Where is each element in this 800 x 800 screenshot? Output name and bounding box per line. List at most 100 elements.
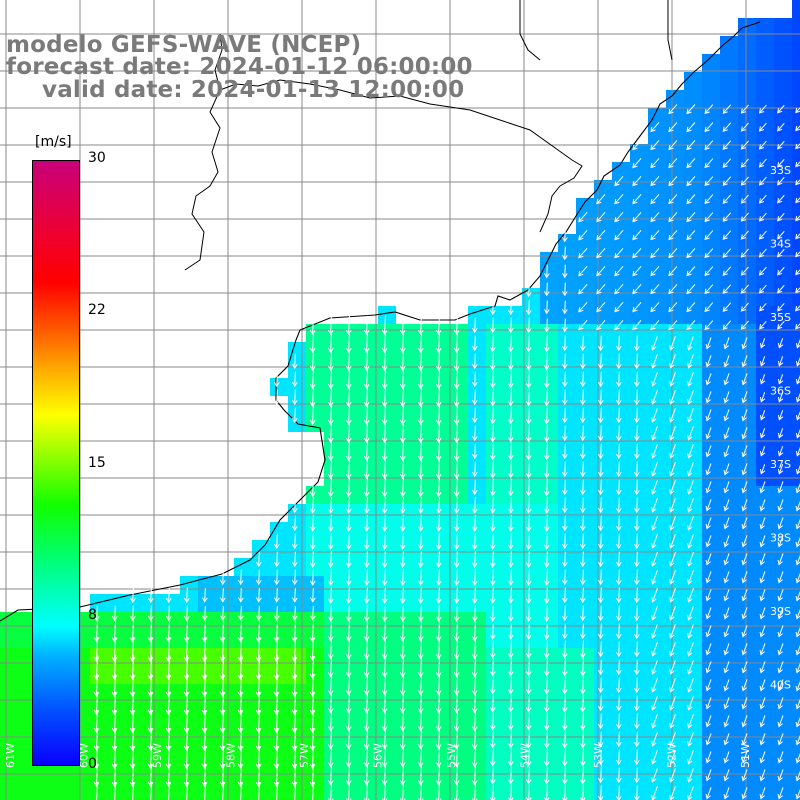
wind-vector-arrow	[722, 248, 732, 258]
wind-vector-arrow	[795, 482, 800, 494]
wind-vector-arrow	[598, 767, 604, 784]
wind-vector-arrow	[363, 657, 370, 678]
wind-vector-arrow	[345, 369, 352, 390]
wind-vector-arrow	[616, 677, 622, 694]
wind-vector-arrow	[741, 391, 748, 404]
latitude-label: 37S	[770, 458, 791, 471]
wind-vector-arrow	[795, 644, 800, 656]
wind-vector-arrow	[632, 302, 642, 313]
wind-vector-arrow	[723, 445, 730, 458]
wind-vector-arrow	[759, 302, 767, 312]
wind-vector-arrow	[435, 621, 442, 642]
wind-vector-arrow	[562, 551, 568, 568]
wind-vector-arrow	[183, 654, 190, 681]
wind-vector-arrow	[598, 479, 604, 496]
wind-vector-arrow	[219, 673, 226, 698]
wind-vector-arrow	[220, 781, 225, 800]
wind-vector-arrow	[327, 387, 334, 408]
wind-vector-arrow	[596, 229, 606, 241]
wind-vector-arrow	[651, 444, 658, 459]
wind-vector-arrow	[363, 605, 370, 622]
wind-vector-arrow	[704, 212, 714, 223]
wind-vector-arrow	[741, 481, 748, 494]
wind-vector-arrow	[668, 320, 678, 331]
wind-vector-arrow	[759, 446, 766, 457]
wind-vector-arrow	[381, 369, 388, 390]
wind-vector-arrow	[723, 751, 730, 764]
wind-vector-arrow	[616, 767, 622, 784]
wind-vector-arrow	[327, 587, 334, 604]
wind-vector-arrow	[363, 333, 370, 354]
wind-vector-arrow	[759, 374, 766, 385]
wind-vector-arrow	[327, 711, 334, 732]
wind-vector-arrow	[363, 711, 370, 732]
wind-vector-arrow	[184, 587, 190, 604]
wind-vector-arrow	[777, 410, 784, 421]
wind-vector-arrow	[489, 424, 496, 443]
wind-vector-arrow	[669, 624, 676, 639]
wind-vector-arrow	[435, 711, 442, 732]
wind-vector-arrow	[722, 320, 732, 330]
wind-vector-arrow	[795, 269, 800, 276]
wind-vector-arrow	[687, 408, 694, 423]
wind-vector-arrow	[435, 639, 442, 660]
colorbar-tick-label: 8	[88, 607, 97, 623]
wind-vector-arrow	[759, 715, 766, 728]
wind-vector-arrow	[759, 679, 766, 692]
wind-vector-arrow	[561, 784, 568, 800]
wind-vector-arrow	[417, 587, 424, 604]
wind-vector-arrow	[651, 498, 658, 513]
wind-vector-arrow	[525, 587, 532, 604]
wind-vector-arrow	[147, 709, 154, 734]
wind-vector-arrow	[417, 405, 424, 426]
wind-vector-arrow	[722, 212, 732, 222]
wind-vector-arrow	[687, 336, 694, 351]
wind-vector-arrow	[363, 621, 370, 642]
wind-vector-arrow	[381, 459, 388, 480]
wind-vector-arrow	[634, 641, 640, 658]
wind-vector-arrow	[668, 266, 678, 277]
wind-vector-arrow	[453, 675, 460, 696]
wind-vector-arrow	[669, 336, 676, 351]
wind-vector-arrow	[795, 233, 800, 240]
wind-vector-arrow	[327, 477, 334, 498]
wind-vector-arrow	[363, 533, 370, 550]
wind-vector-arrow	[525, 370, 532, 389]
wind-vector-arrow	[381, 765, 388, 786]
wind-vector-arrow	[471, 569, 478, 586]
wind-vector-arrow	[651, 426, 658, 441]
wind-vector-arrow	[723, 715, 730, 728]
wind-vector-arrow	[758, 212, 767, 222]
wind-vector-arrow	[759, 661, 766, 674]
wind-vector-arrow	[705, 661, 712, 674]
wind-vector-arrow	[668, 176, 678, 187]
wind-vector-arrow	[544, 264, 550, 279]
wind-vector-arrow	[309, 763, 316, 788]
wind-vector-arrow	[598, 335, 604, 352]
wind-vector-arrow	[740, 320, 749, 330]
wind-vector-arrow	[345, 459, 352, 480]
wind-vector-arrow	[795, 179, 800, 186]
wind-vector-arrow	[598, 443, 604, 460]
wind-vector-arrow	[507, 551, 514, 568]
wind-vector-arrow	[363, 459, 370, 480]
wind-vector-arrow	[668, 158, 678, 169]
wind-vector-arrow	[741, 697, 748, 710]
wind-vector-arrow	[201, 709, 208, 734]
latitude-label: 38S	[770, 532, 791, 545]
wind-vector-arrow	[544, 300, 550, 315]
wind-vector-arrow	[471, 587, 478, 604]
wind-vector-arrow	[489, 497, 496, 514]
wind-vector-arrow	[273, 727, 280, 752]
wind-vector-arrow	[705, 517, 712, 530]
wind-vector-arrow	[616, 623, 622, 640]
wind-vector-arrow	[417, 333, 424, 354]
wind-vector-arrow	[255, 620, 262, 643]
latitude-labels: 33S 34S 35S 36S 37S 38S 39S 40S	[770, 164, 791, 692]
wind-vector-arrow	[741, 337, 748, 350]
wind-vector-arrow	[543, 587, 550, 604]
wind-vector-arrow	[525, 533, 532, 550]
wind-vector-arrow	[616, 497, 622, 514]
wind-vector-arrow	[668, 140, 678, 151]
wind-vector-arrow	[759, 392, 766, 403]
